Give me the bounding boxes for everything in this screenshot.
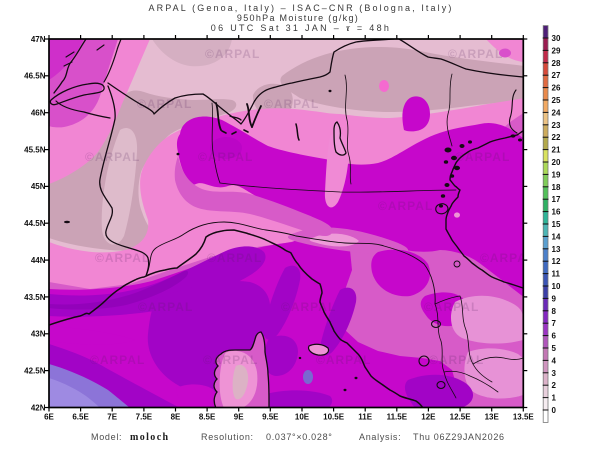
svg-text:46.5N: 46.5N: [24, 72, 46, 81]
svg-text:9E: 9E: [234, 413, 244, 422]
svg-text:13E: 13E: [485, 413, 500, 422]
svg-text:©ARPAL: ©ARPAL: [198, 150, 253, 164]
svg-text:29: 29: [552, 46, 561, 55]
svg-text:43.5N: 43.5N: [24, 293, 46, 302]
svg-text:25: 25: [552, 96, 561, 105]
svg-text:©ARPAL: ©ARPAL: [138, 300, 193, 314]
svg-text:1: 1: [552, 394, 557, 403]
svg-text:©ARPAL: ©ARPAL: [95, 251, 150, 265]
svg-text:ARPAL (Genoa, Italy) – ISAC–: ARPAL (Genoa, Italy) – ISAC–CNR (Bologna…: [149, 3, 454, 13]
svg-text:46N: 46N: [31, 109, 46, 118]
svg-text:©ARPAL: ©ARPAL: [378, 199, 433, 213]
svg-text:©ARPAL: ©ARPAL: [205, 47, 260, 61]
svg-text:43N: 43N: [31, 330, 46, 339]
svg-text:8E: 8E: [171, 413, 181, 422]
svg-text:6: 6: [552, 332, 557, 341]
svg-text:10E: 10E: [295, 413, 310, 422]
svg-text:©ARPAL: ©ARPAL: [480, 251, 535, 265]
svg-text:12.5E: 12.5E: [450, 413, 472, 422]
svg-text:©ARPAL: ©ARPAL: [429, 353, 484, 367]
svg-text:©ARPAL: ©ARPAL: [448, 47, 503, 61]
svg-text:©ARPAL: ©ARPAL: [137, 97, 192, 111]
svg-text:9.5E: 9.5E: [262, 413, 279, 422]
svg-text:16: 16: [552, 208, 561, 217]
svg-text:30: 30: [552, 34, 561, 43]
svg-text:14: 14: [552, 232, 561, 241]
svg-text:11.5E: 11.5E: [387, 413, 408, 422]
svg-text:21: 21: [552, 146, 561, 155]
svg-text:©ARPAL: ©ARPAL: [203, 353, 258, 367]
svg-text:4: 4: [552, 356, 557, 365]
svg-text:10.5E: 10.5E: [323, 413, 345, 422]
svg-text:15: 15: [552, 220, 561, 229]
svg-text:7E: 7E: [107, 413, 117, 422]
svg-text:13.5E: 13.5E: [513, 413, 535, 422]
svg-text:47N: 47N: [31, 35, 46, 44]
svg-text:18: 18: [552, 183, 561, 192]
svg-text:10: 10: [552, 282, 561, 291]
svg-text:©ARPAL: ©ARPAL: [455, 150, 510, 164]
svg-text:©ARPAL: ©ARPAL: [281, 300, 336, 314]
svg-text:950hPa Moisture (g/kg): 950hPa Moisture (g/kg): [237, 13, 359, 23]
svg-text:5: 5: [552, 344, 557, 353]
svg-text:7: 7: [552, 319, 557, 328]
svg-text:45.5N: 45.5N: [24, 145, 46, 154]
svg-text:24: 24: [552, 108, 561, 117]
svg-text:13: 13: [552, 245, 561, 254]
svg-text:6E: 6E: [44, 413, 54, 422]
svg-text:2: 2: [552, 381, 557, 390]
svg-text:17: 17: [552, 195, 561, 204]
svg-text:12E: 12E: [421, 413, 436, 422]
svg-text:©ARPAL: ©ARPAL: [90, 353, 145, 367]
svg-text:9: 9: [552, 294, 557, 303]
svg-text:12: 12: [552, 257, 561, 266]
svg-text:8.5E: 8.5E: [199, 413, 216, 422]
svg-text:11: 11: [552, 270, 561, 279]
svg-text:7.5E: 7.5E: [136, 413, 153, 422]
svg-text:44.5N: 44.5N: [24, 219, 46, 228]
svg-text:44N: 44N: [31, 256, 46, 265]
svg-text:©ARPAL: ©ARPAL: [264, 97, 319, 111]
svg-text:6.5E: 6.5E: [72, 413, 89, 422]
svg-text:23: 23: [552, 121, 561, 130]
svg-text:8: 8: [552, 307, 557, 316]
svg-text:06 UTC Sat 31 JAN – τ = 48h: 06 UTC Sat 31 JAN – τ = 48h: [211, 23, 391, 33]
svg-text:©ARPAL: ©ARPAL: [85, 150, 140, 164]
svg-text:11E: 11E: [358, 413, 372, 422]
svg-text:42.5N: 42.5N: [24, 366, 46, 375]
svg-text:42N: 42N: [31, 403, 46, 412]
svg-text:45N: 45N: [31, 182, 46, 191]
svg-text:28: 28: [552, 59, 561, 68]
svg-text:27: 27: [552, 71, 561, 80]
svg-text:©ARPAL: ©ARPAL: [424, 300, 479, 314]
svg-text:0: 0: [552, 406, 557, 415]
svg-text:22: 22: [552, 133, 561, 142]
svg-text:©ARPAL: ©ARPAL: [316, 353, 371, 367]
svg-text:19: 19: [552, 170, 561, 179]
svg-text:3: 3: [552, 369, 557, 378]
svg-text:©ARPAL: ©ARPAL: [207, 251, 262, 265]
svg-text:20: 20: [552, 158, 561, 167]
svg-text:26: 26: [552, 84, 561, 93]
